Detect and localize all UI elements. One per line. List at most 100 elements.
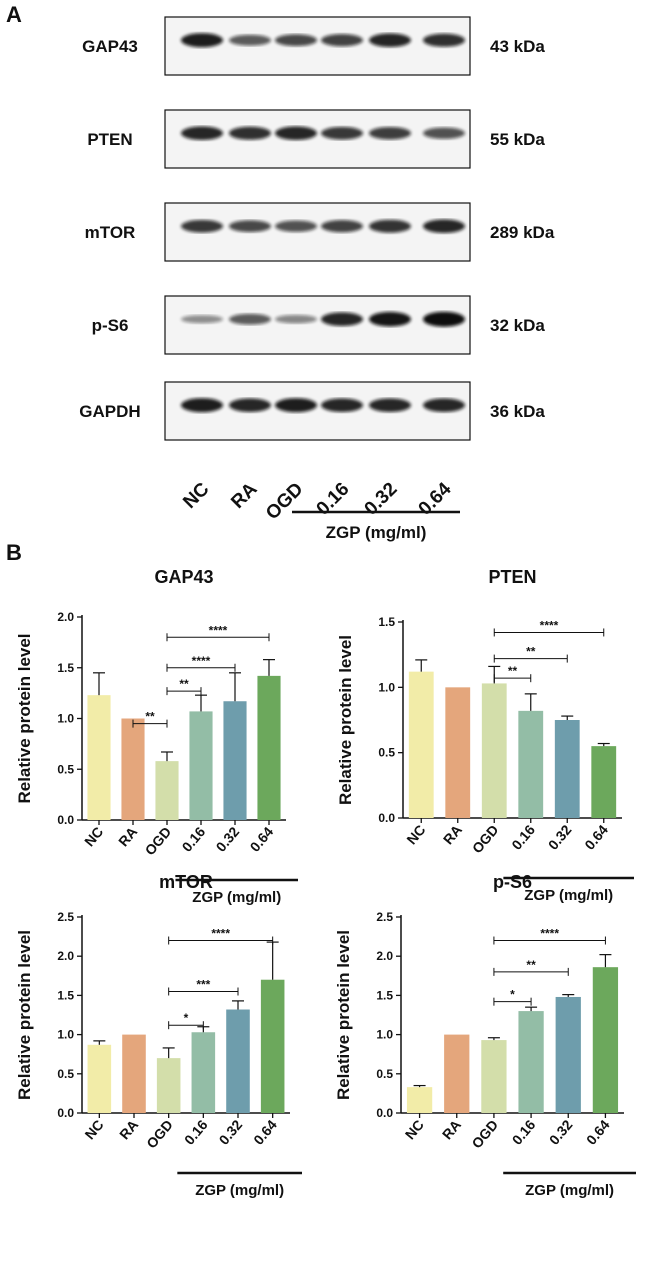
- blot-frame-gapdh: [164, 381, 471, 441]
- chart-title: mTOR: [159, 872, 213, 892]
- sig-label: **: [526, 645, 536, 659]
- x-tick-label: OGD: [143, 1117, 176, 1152]
- bar-0.64: [257, 675, 281, 820]
- blot-lane-label: 0.64: [415, 478, 456, 519]
- x-tick-label: OGD: [469, 822, 502, 857]
- bar-0.16: [189, 711, 213, 820]
- bar-OGD: [156, 1058, 181, 1113]
- bar-RA: [121, 718, 145, 820]
- x-tick-label: 0.64: [250, 1116, 280, 1147]
- blot-lane-label: 0.16: [313, 479, 354, 520]
- y-tick-label: 2.5: [376, 910, 393, 924]
- bar-0.16: [518, 710, 544, 818]
- sig-label: ****: [540, 618, 559, 632]
- bar-0.64: [260, 979, 285, 1113]
- x-tick-label: NC: [81, 1117, 106, 1143]
- chart-title: p-S6: [493, 872, 532, 892]
- pten-chart: PTEN Relative protein level 0.0 0.5 1.0 1.5 NC…: [336, 567, 634, 904]
- blot-band: [321, 220, 363, 233]
- x-tick-label: NC: [81, 824, 106, 850]
- blot-band: [321, 126, 363, 140]
- x-tick-label: OGD: [468, 1117, 501, 1152]
- sig-label: **: [508, 664, 518, 678]
- bar-RA: [445, 687, 471, 818]
- y-tick-label: 2.0: [376, 949, 393, 963]
- x-tick-label: 0.16: [508, 821, 538, 852]
- bar-RA: [444, 1034, 470, 1113]
- panel-a-label: A: [6, 2, 22, 27]
- sig-label: ****: [209, 623, 228, 637]
- blot-band: [369, 126, 411, 140]
- bar-0.32: [226, 1009, 250, 1113]
- blot-lane-label: OGD: [262, 479, 307, 524]
- y-tick-label: 1.0: [378, 680, 395, 694]
- bar-0.16: [191, 1032, 216, 1113]
- x-tick-label: 0.64: [247, 823, 277, 854]
- y-tick-label: 1.0: [57, 1028, 74, 1042]
- x-tick-label: 0.64: [581, 821, 611, 852]
- blot-band: [229, 220, 271, 233]
- sig-label: **: [179, 677, 189, 691]
- blot-band: [275, 220, 317, 232]
- group-label: ZGP (mg/ml): [195, 1182, 284, 1199]
- sig-label: *: [184, 1011, 189, 1025]
- blot-band: [423, 219, 465, 234]
- blot-band: [321, 398, 363, 413]
- blot-frame-mtor: [164, 202, 471, 262]
- bar-OGD: [481, 683, 507, 818]
- blot-band: [181, 219, 223, 233]
- blot-band: [229, 313, 271, 325]
- bar-0.64: [591, 746, 617, 818]
- blot-mw-label: 55 kDa: [490, 130, 545, 149]
- blot-lane-label: RA: [227, 478, 261, 512]
- blot-band: [181, 33, 223, 48]
- x-tick-label: 0.32: [545, 821, 575, 852]
- blot-protein-label: GAP43: [82, 37, 138, 56]
- blot-band: [369, 33, 411, 48]
- blot-band: [275, 126, 317, 141]
- y-tick-label: 1.5: [57, 988, 74, 1002]
- blot-band: [229, 34, 271, 46]
- blot-band: [369, 398, 411, 413]
- sig-label: ****: [192, 654, 211, 668]
- y-tick-label: 0.5: [57, 762, 74, 776]
- x-tick-label: 0.64: [583, 1116, 613, 1147]
- blot-lane-label: 0.32: [361, 479, 402, 520]
- blot-band: [369, 219, 411, 233]
- blot-band: [229, 398, 271, 413]
- group-label: ZGP (mg/ml): [192, 889, 281, 906]
- chart-title: PTEN: [488, 567, 536, 587]
- y-tick-label: 1.0: [376, 1028, 393, 1042]
- blot-frame-pten: [164, 109, 471, 169]
- blot-mw-label: 289 kDa: [490, 223, 555, 242]
- sig-label: ****: [211, 927, 230, 941]
- blot-band: [321, 312, 363, 327]
- x-tick-label: NC: [403, 822, 428, 848]
- x-tick-label: RA: [440, 822, 465, 848]
- blot-mw-label: 36 kDa: [490, 402, 545, 421]
- group-label: ZGP (mg/ml): [524, 887, 613, 904]
- bar-0.64: [592, 967, 619, 1113]
- bar-NC: [408, 671, 434, 818]
- x-tick-label: 0.32: [213, 823, 243, 854]
- y-tick-label: 0.5: [376, 1067, 393, 1081]
- gap43-chart: GAP43 Relative protein level 0.0 0.5 1.0 1.5 2…: [15, 567, 298, 906]
- y-tick-label: 1.5: [57, 661, 74, 675]
- y-tick-label: 2.5: [57, 910, 74, 924]
- y-tick-label: 1.5: [376, 988, 393, 1002]
- y-tick-label: 0.0: [57, 813, 74, 827]
- blot-band: [181, 398, 223, 413]
- blot-band: [275, 398, 317, 413]
- blot-protein-label: p-S6: [92, 316, 129, 335]
- bar-NC: [87, 695, 111, 820]
- x-tick-label: NC: [402, 1117, 427, 1143]
- blot-mw-label: 43 kDa: [490, 37, 545, 56]
- x-tick-label: 0.16: [509, 1116, 539, 1147]
- y-axis-label: Relative protein level: [15, 633, 34, 803]
- y-axis-label: Relative protein level: [336, 635, 355, 805]
- bar-NC: [87, 1044, 112, 1113]
- blot-band: [321, 34, 363, 47]
- chart-title: GAP43: [154, 567, 213, 587]
- y-tick-label: 1.0: [57, 712, 74, 726]
- y-tick-label: 0.5: [378, 746, 395, 760]
